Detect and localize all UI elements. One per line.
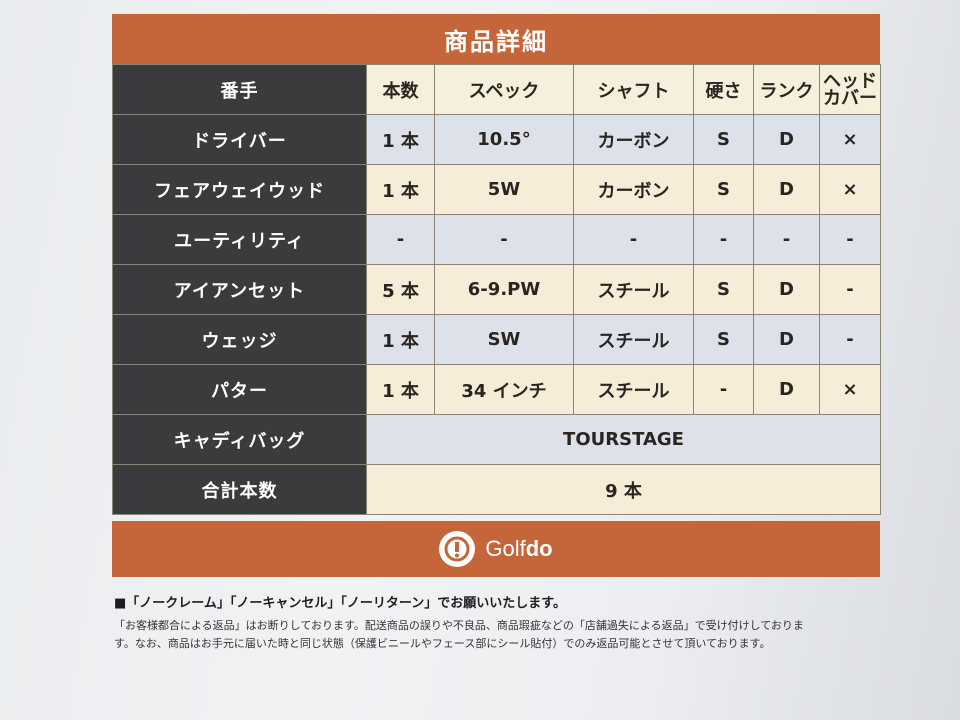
cell-shaft: スチール [573,364,694,415]
cell-shaft: カーボン [573,164,694,215]
col-header-count: 本数 [366,64,435,115]
col-header-flex: 硬さ [693,64,754,115]
cell-flex: S [693,264,754,315]
title-band: 商品詳細 [112,14,880,64]
cell-shaft: スチール [573,264,694,315]
cell-spec: SW [434,314,574,365]
cell-count: 5 本 [366,264,435,315]
col-header-headcover-line2: カバー [823,87,877,109]
cell-count: 1 本 [366,164,435,215]
cell-rank: D [753,364,820,415]
cell-shaft: カーボン [573,114,694,165]
col-header-spec: スペック [434,64,574,115]
cell-flex: - [693,364,754,415]
cell-spec: 10.5° [434,114,574,165]
row-club-name: アイアンセット [112,264,367,315]
col-header-headcover-line1: ヘッド [823,70,877,92]
table-row: ドライバー 1 本 10.5° カーボン S D × [112,114,881,165]
cell-rank: - [753,214,820,265]
col-header-shaft: シャフト [573,64,694,115]
row-club-name: フェアウェイウッド [112,164,367,215]
golfdo-logo-icon [439,531,476,567]
logo-text-bold: do [525,536,553,561]
total-label: 合計本数 [112,464,367,515]
caddie-bag-label: キャディバッグ [112,414,367,465]
table-row: パター 1 本 34 インチ スチール - D × [112,364,881,415]
cell-headcover: × [819,364,881,415]
table-row: ウェッジ 1 本 SW スチール S D - [112,314,881,365]
notes-line-1: 「お客様都合による返品」はお断りしております。配送商品の誤りや不良品、商品瑕疵な… [114,619,804,632]
row-club-name: ユーティリティ [112,214,367,265]
table-row: フェアウェイウッド 1 本 5W カーボン S D × [112,164,881,215]
total-value: 9 本 [366,464,881,515]
row-club-name: ウェッジ [112,314,367,365]
cell-headcover: - [819,314,881,365]
col-header-rank: ランク [753,64,820,115]
row-club-name: ドライバー [112,114,367,165]
cell-flex: S [693,314,754,365]
cell-flex: - [693,214,754,265]
col-header-club: 番手 [112,64,367,115]
table-header-row: 番手 本数 スペック シャフト 硬さ ランク ヘッド カバー [112,64,881,115]
golfdo-logo: Golfdo [485,536,552,562]
cell-flex: S [693,164,754,215]
cell-spec: 5W [434,164,574,215]
cell-count: - [366,214,435,265]
cell-shaft: - [573,214,694,265]
notes-section: ■「ノークレーム」「ノーキャンセル」「ノーリターン」でお願いいたします。 「お客… [114,592,904,653]
cell-rank: D [753,314,820,365]
cell-rank: D [753,264,820,315]
caddie-bag-row: キャディバッグ TOURSTAGE [112,414,881,465]
cell-spec: 6-9.PW [434,264,574,315]
cell-flex: S [693,114,754,165]
cell-count: 1 本 [366,314,435,365]
cell-rank: D [753,114,820,165]
col-header-headcover: ヘッド カバー [819,64,881,115]
caddie-bag-value: TOURSTAGE [366,414,881,465]
cell-headcover: - [819,214,881,265]
cell-headcover: - [819,264,881,315]
page-title: 商品詳細 [444,27,548,56]
notes-heading: ■「ノークレーム」「ノーキャンセル」「ノーリターン」でお願いいたします。 [114,596,566,611]
cell-count: 1 本 [366,364,435,415]
product-detail-card: 商品詳細 番手 本数 スペック シャフト 硬さ ランク ヘッド カバー ドライバ… [112,14,881,577]
cell-rank: D [753,164,820,215]
cell-spec: - [434,214,574,265]
cell-headcover: × [819,164,881,215]
total-row: 合計本数 9 本 [112,464,881,515]
cell-shaft: スチール [573,314,694,365]
table-row: アイアンセット 5 本 6-9.PW スチール S D - [112,264,881,315]
notes-line-2: す。なお、商品はお手元に届いた時と同じ状態（保護ビニールやフェース部にシール貼付… [114,637,771,650]
cell-spec: 34 インチ [434,364,574,415]
cell-count: 1 本 [366,114,435,165]
logo-band: Golfdo [112,521,880,577]
cell-headcover: × [819,114,881,165]
logo-text-light: Golf [485,536,526,561]
table-row: ユーティリティ - - - - - - [112,214,881,265]
row-club-name: パター [112,364,367,415]
